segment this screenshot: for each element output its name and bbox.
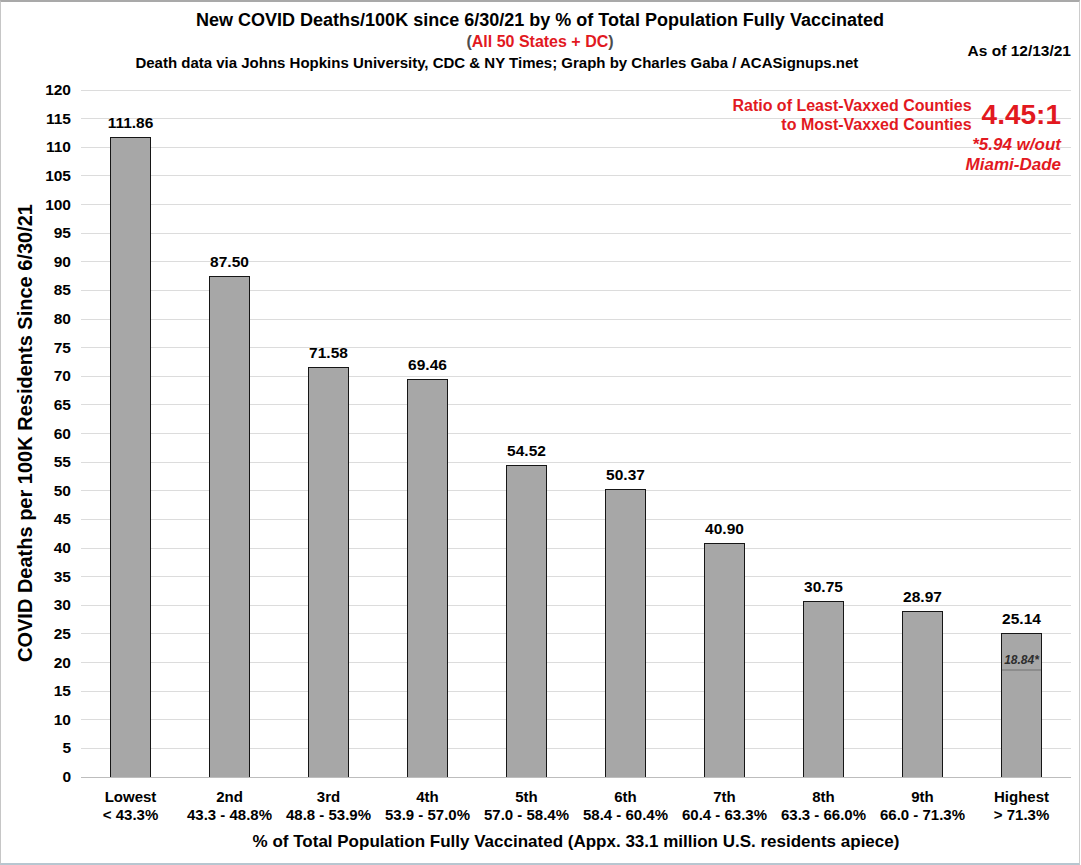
- bar-value-label: 87.50: [182, 253, 278, 271]
- y-tick-label: 110: [1, 138, 71, 156]
- y-tick-label: 20: [1, 654, 71, 672]
- bar: [902, 611, 943, 777]
- bar: [704, 543, 745, 777]
- bar: [209, 276, 250, 777]
- y-tick-label: 75: [1, 339, 71, 357]
- chart-subtitle: (All 50 States + DC): [1, 33, 1079, 51]
- y-tick-label: 80: [1, 310, 71, 328]
- miami-dade-marker-line: [1002, 669, 1041, 671]
- bar-value-label: 30.75: [776, 578, 872, 596]
- bar-value-label: 40.90: [677, 520, 773, 538]
- y-tick-label: 35: [1, 568, 71, 586]
- y-tick-label: 10: [1, 711, 71, 729]
- ratio-footnote-line1: *5.94 w/out: [732, 135, 1061, 155]
- ratio-label-line1: Ratio of Least-Vaxxed Counties: [732, 96, 971, 115]
- y-tick-label: 60: [1, 425, 71, 443]
- credit-line: Death data via Johns Hopkins University,…: [1, 54, 993, 71]
- subtitle-text: All 50 States + DC: [472, 33, 609, 50]
- gridline: [81, 90, 1071, 91]
- y-tick-label: 85: [1, 281, 71, 299]
- gridline: [81, 175, 1071, 176]
- y-tick-label: 40: [1, 539, 71, 557]
- y-tick-label: 95: [1, 224, 71, 242]
- y-tick-label: 70: [1, 367, 71, 385]
- bar: [605, 489, 646, 777]
- y-tick-label: 5: [1, 739, 71, 757]
- x-category-rank: Highest: [962, 788, 1081, 806]
- ratio-label-line2: to Most-Vaxxed Counties: [732, 115, 971, 134]
- bar: [803, 601, 844, 777]
- ratio-footnote-line2: Miami-Dade: [732, 155, 1061, 175]
- bar: [308, 367, 349, 777]
- bar-value-label: 50.37: [578, 466, 674, 484]
- y-tick-label: 45: [1, 510, 71, 528]
- ratio-row: Ratio of Least-Vaxxed Counties to Most-V…: [732, 96, 1061, 134]
- ratio-label: Ratio of Least-Vaxxed Counties to Most-V…: [732, 96, 971, 134]
- plot-area: 111.86 87.50 71.5869.46 54.5250.37 40.90 30.7…: [81, 90, 1071, 777]
- y-tick-label: 0: [1, 768, 71, 786]
- y-tick-label: 90: [1, 253, 71, 271]
- chart-title: New COVID Deaths/100K since 6/30/21 by %…: [1, 10, 1079, 31]
- gridline: [81, 204, 1071, 205]
- miami-dade-marker-label: 18.84*: [1002, 653, 1041, 667]
- subtitle-paren-close: ): [608, 33, 613, 50]
- y-tick-label: 65: [1, 396, 71, 414]
- y-tick-label: 15: [1, 682, 71, 700]
- bar: [506, 465, 547, 777]
- gridline: [81, 233, 1071, 234]
- x-axis-title: % of Total Population Fully Vaccinated (…: [81, 832, 1071, 852]
- x-category-range: > 71.3%: [962, 806, 1081, 824]
- ratio-annotation: Ratio of Least-Vaxxed Counties to Most-V…: [732, 96, 1061, 175]
- y-tick-label: 55: [1, 453, 71, 471]
- as-of-date: As of 12/13/21: [968, 42, 1071, 60]
- bar-value-label: 28.97: [875, 588, 971, 606]
- y-tick-label: 30: [1, 596, 71, 614]
- ratio-value: 4.45:1: [982, 100, 1061, 130]
- y-tick-label: 120: [1, 81, 71, 99]
- bar-value-label: 54.52: [479, 442, 575, 460]
- bar: 18.84*: [1001, 633, 1042, 777]
- bar: [110, 137, 151, 777]
- bar-value-label: 111.86: [83, 114, 179, 132]
- y-tick-label: 100: [1, 196, 71, 214]
- bar-value-label: 69.46: [380, 356, 476, 374]
- ratio-footnote: *5.94 w/out Miami-Dade: [732, 135, 1061, 175]
- y-tick-label: 115: [1, 110, 71, 128]
- bar-value-label: 25.14: [974, 610, 1070, 628]
- bar-value-label: 71.58: [281, 344, 377, 362]
- y-tick-label: 105: [1, 167, 71, 185]
- chart-canvas: New COVID Deaths/100K since 6/30/21 by %…: [0, 0, 1080, 865]
- y-tick-label: 25: [1, 625, 71, 643]
- y-tick-label: 50: [1, 482, 71, 500]
- bar: [407, 379, 448, 777]
- x-category-label: Highest> 71.3%: [962, 788, 1081, 824]
